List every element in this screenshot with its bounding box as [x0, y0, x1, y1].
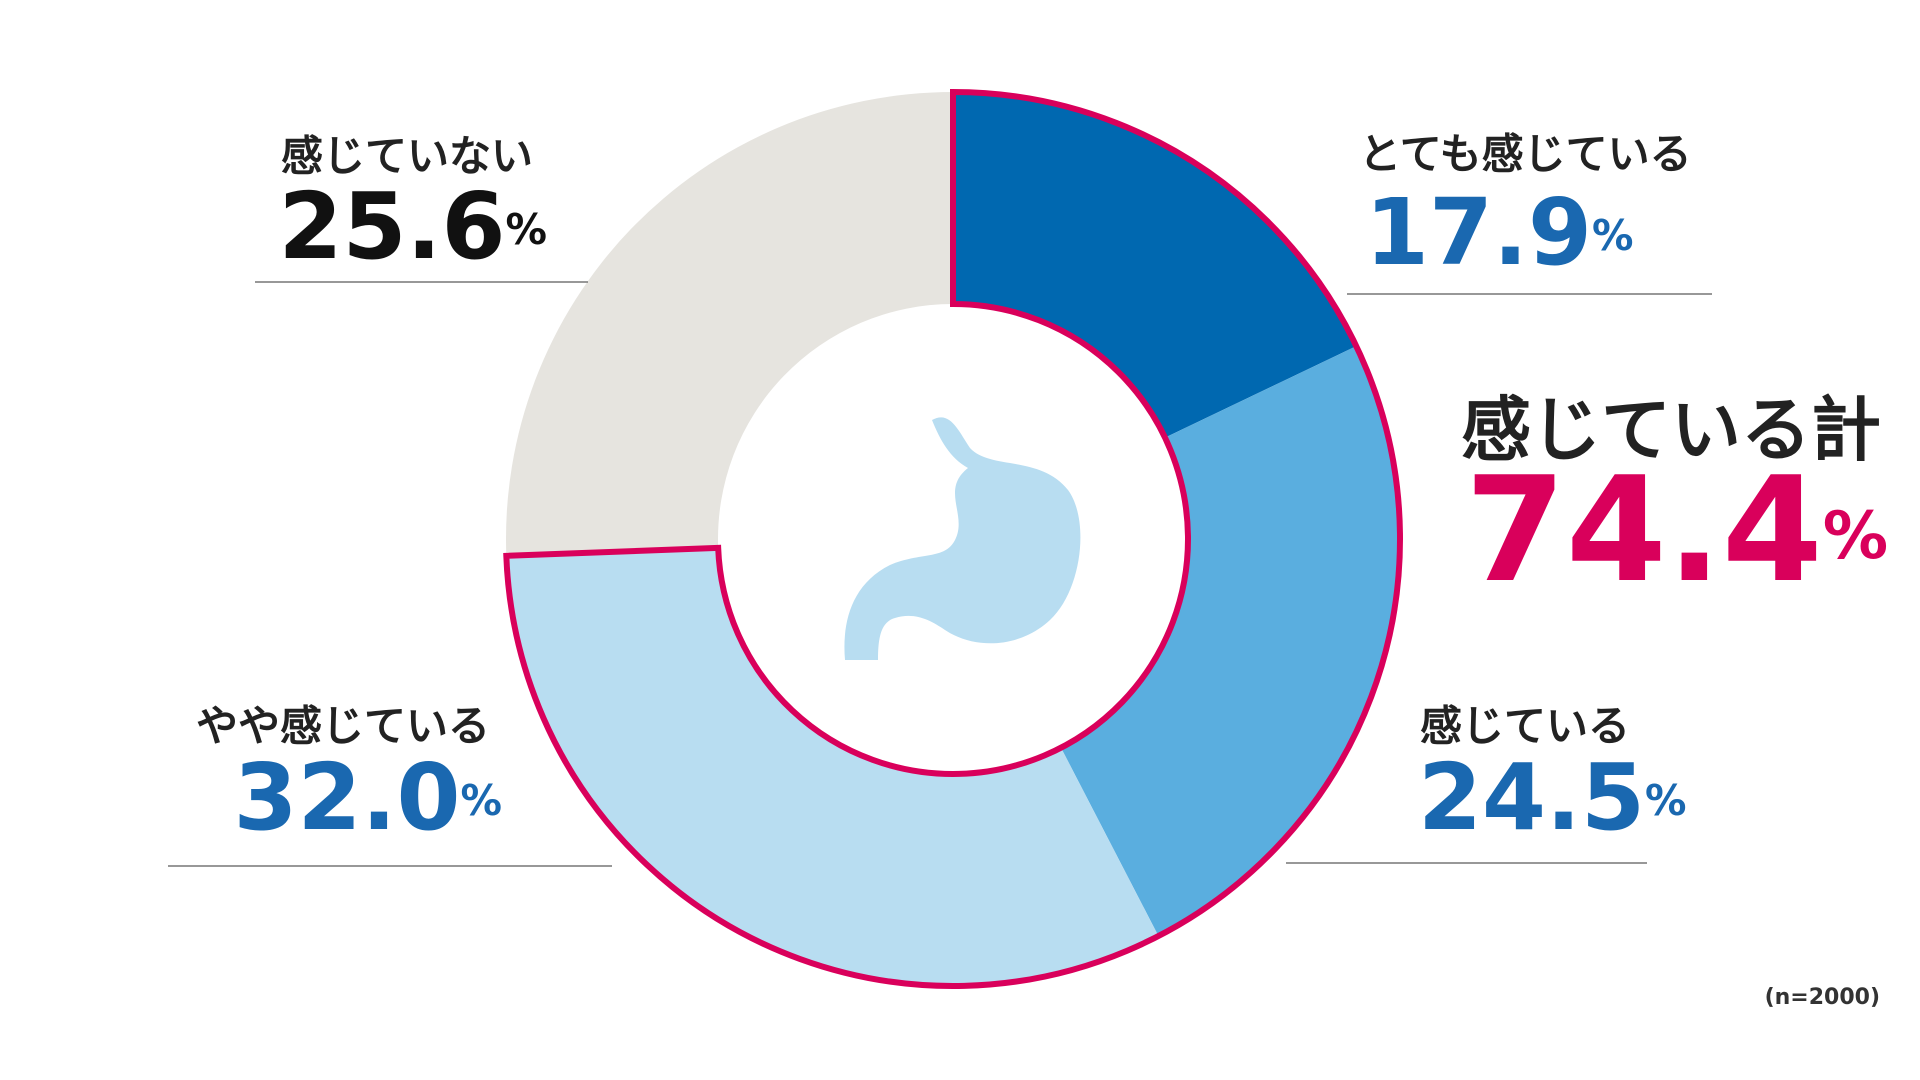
- category-label: 感じている: [1420, 702, 1630, 751]
- donut-segment: [953, 92, 1357, 438]
- note: (n=2000): [1765, 985, 1880, 1010]
- category-label: とても感じている: [1359, 130, 1692, 179]
- value-label: 17.9%: [1365, 179, 1633, 286]
- value-label: 24.5%: [1418, 744, 1686, 851]
- donut-segment: [506, 92, 953, 556]
- donut-segment: [506, 547, 1159, 987]
- value-label: 74.4%: [1465, 446, 1888, 615]
- category-label: やや感じている: [196, 702, 490, 751]
- donut-segment: [1061, 346, 1401, 936]
- donut: [503, 88, 1403, 989]
- total-label: 感じている計: [1461, 389, 1881, 471]
- value-label: 25.6%: [279, 173, 547, 280]
- stomach-icon: [844, 417, 1081, 660]
- category-label: 感じていない: [281, 132, 533, 181]
- value-label: 32.0%: [234, 744, 502, 851]
- total-outline: [503, 88, 1403, 989]
